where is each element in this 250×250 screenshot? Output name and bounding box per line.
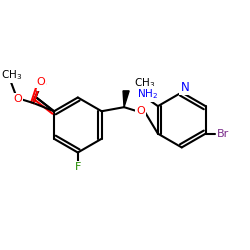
Polygon shape — [123, 91, 129, 107]
Text: NH$_2$: NH$_2$ — [137, 87, 158, 101]
Text: O: O — [36, 77, 45, 87]
Text: CH$_3$: CH$_3$ — [134, 76, 156, 90]
Text: N: N — [180, 81, 189, 94]
Text: O: O — [13, 94, 22, 104]
Text: O: O — [136, 106, 145, 116]
Text: F: F — [75, 162, 81, 172]
Text: CH$_3$: CH$_3$ — [0, 69, 22, 82]
Text: O: O — [38, 80, 46, 90]
Text: Br: Br — [217, 129, 229, 139]
